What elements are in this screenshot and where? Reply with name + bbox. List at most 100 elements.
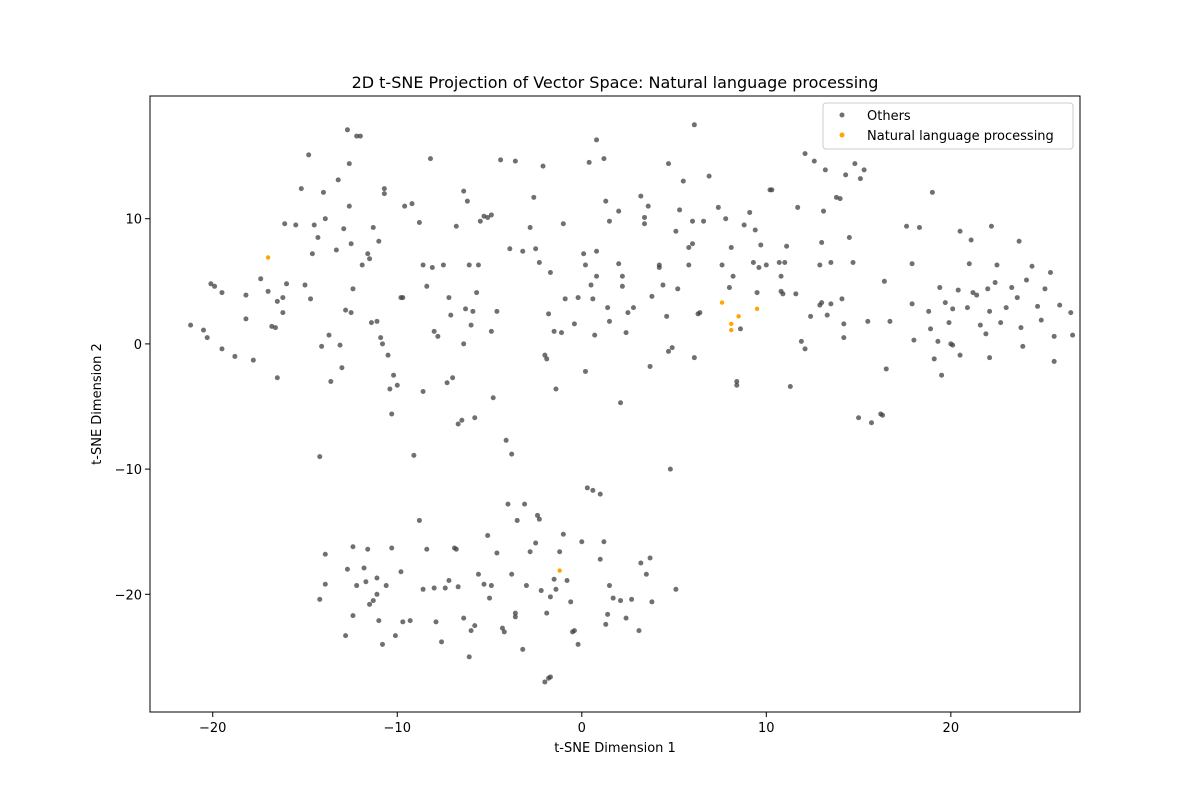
data-point-others <box>610 595 616 601</box>
data-point-others <box>391 372 397 378</box>
data-point-others <box>837 196 843 202</box>
data-point-others <box>560 221 566 227</box>
data-point-others <box>706 173 712 179</box>
data-point-others <box>494 308 500 314</box>
data-point-others <box>618 400 624 406</box>
data-point-others <box>346 161 352 167</box>
data-point-others <box>468 322 474 328</box>
data-point-others <box>282 221 288 227</box>
data-point-others <box>472 623 478 629</box>
data-point-others <box>987 355 993 361</box>
data-point-others <box>821 208 827 214</box>
data-point-others <box>666 161 672 167</box>
data-point-others <box>881 278 887 284</box>
data-point-others <box>656 265 662 271</box>
data-point-others <box>1051 333 1057 339</box>
data-point-others <box>533 540 539 546</box>
data-point-others <box>558 330 564 336</box>
data-point-others <box>317 596 323 602</box>
data-point-others <box>605 611 611 617</box>
data-point-others <box>964 305 970 311</box>
data-point-others <box>429 265 435 271</box>
data-point-others <box>575 641 581 647</box>
data-point-others <box>544 356 550 362</box>
data-point-others <box>343 633 349 639</box>
data-point-others <box>488 212 494 218</box>
legend-marker-nlp <box>839 132 845 138</box>
data-point-others <box>880 412 886 418</box>
data-point-others <box>272 325 278 331</box>
data-point-others <box>527 549 533 555</box>
data-point-others <box>280 310 286 316</box>
data-point-others <box>579 539 585 545</box>
data-point-others <box>431 585 437 591</box>
x-axis-ticks: −20 −10 0 10 20 <box>199 712 959 736</box>
data-point-others <box>691 355 697 361</box>
data-point-others <box>398 569 404 575</box>
data-point-others <box>606 583 612 589</box>
data-point-others <box>1014 295 1020 301</box>
data-point-others <box>315 234 321 240</box>
data-point-others <box>734 382 740 388</box>
data-point-others <box>839 296 845 302</box>
data-point-others <box>536 260 542 266</box>
data-point-others <box>376 618 382 624</box>
data-point-others <box>475 262 481 268</box>
data-point-others <box>1018 325 1024 331</box>
data-point-others <box>317 454 323 460</box>
data-point-others <box>819 239 825 245</box>
data-point-others <box>931 356 937 362</box>
data-point-others <box>343 307 349 313</box>
data-point-others <box>985 286 991 292</box>
data-point-others <box>769 187 775 193</box>
y-tick-label: −10 <box>115 463 142 478</box>
data-point-others <box>363 579 369 585</box>
data-point-others <box>416 517 422 523</box>
data-point-others <box>538 588 544 594</box>
data-point-others <box>333 247 339 253</box>
data-point-others <box>368 320 374 326</box>
data-point-others <box>481 581 487 587</box>
data-point-others <box>734 378 740 384</box>
data-point-others <box>514 517 520 523</box>
data-point-others <box>523 583 529 589</box>
data-point-others <box>444 380 450 386</box>
data-point-others <box>856 415 862 421</box>
data-point-others <box>968 237 974 243</box>
data-point-others <box>1068 310 1074 316</box>
data-point-others <box>935 338 941 344</box>
data-point-others <box>841 321 847 327</box>
data-point-others <box>385 352 391 358</box>
data-point-others <box>636 628 642 634</box>
data-point-others <box>802 151 808 157</box>
data-point-others <box>1003 305 1009 311</box>
data-point-others <box>326 332 332 338</box>
data-point-others <box>822 167 828 173</box>
data-point-others <box>642 221 648 227</box>
data-point-others <box>588 282 594 288</box>
data-point-others <box>350 286 356 292</box>
data-point-others <box>647 555 653 561</box>
data-point-others <box>793 291 799 297</box>
data-point-others <box>928 326 934 332</box>
data-point-others <box>547 270 553 276</box>
y-axis-ticks: −20 −10 0 10 <box>115 213 150 603</box>
data-point-others <box>782 260 788 266</box>
data-point-others <box>752 227 758 233</box>
data-point-others <box>673 228 679 234</box>
data-point-others <box>359 262 365 268</box>
x-tick-label: −10 <box>384 721 411 736</box>
data-point-others <box>298 186 304 192</box>
data-point-others <box>455 421 461 427</box>
data-point-others <box>715 204 721 210</box>
data-point-others <box>946 320 952 326</box>
data-point-others <box>643 571 649 577</box>
data-point-others <box>728 244 734 250</box>
data-point-others <box>904 223 910 229</box>
data-point-others <box>280 295 286 301</box>
data-point-others <box>606 318 612 324</box>
data-point-others <box>857 176 863 182</box>
data-point-others <box>501 629 507 635</box>
data-point-others <box>309 251 315 257</box>
